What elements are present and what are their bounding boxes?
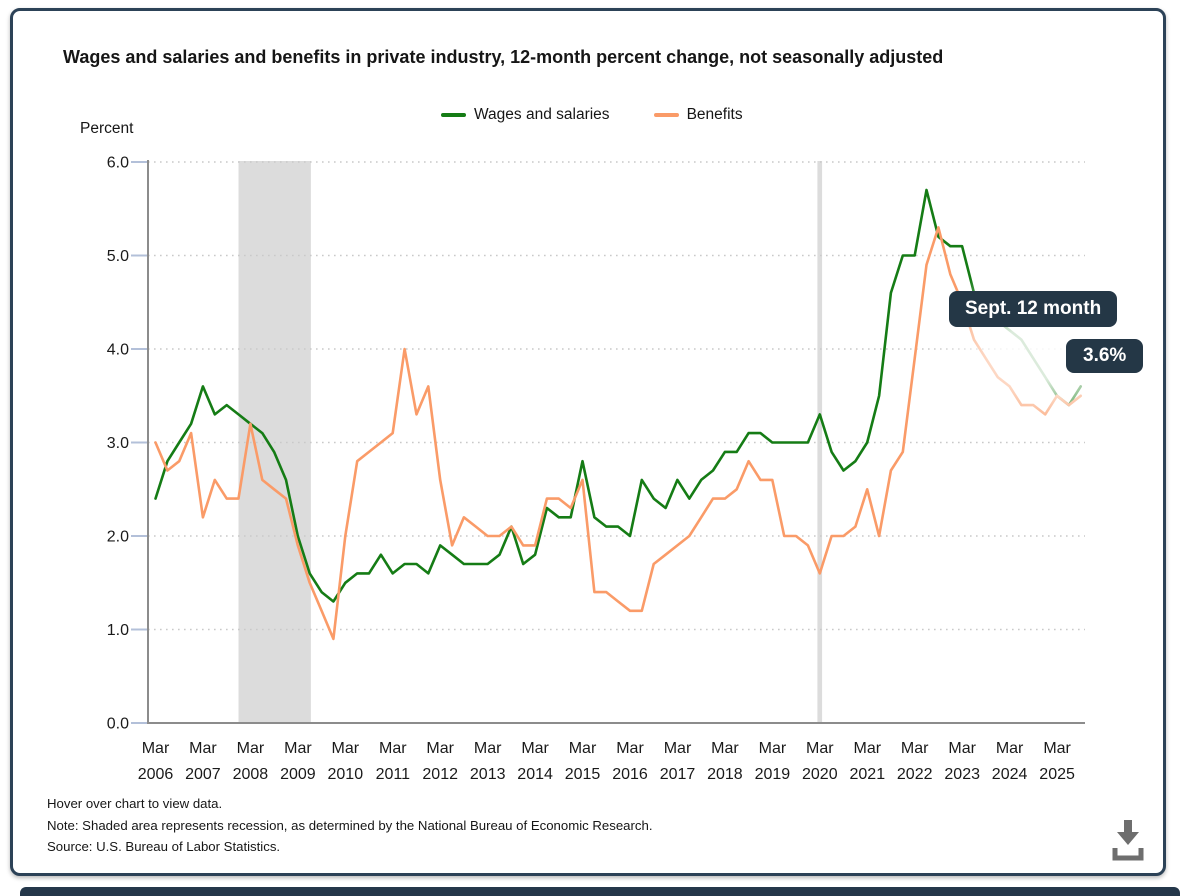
x-tick-month-label: Mar [711, 740, 739, 757]
x-tick-year-label: 2013 [470, 766, 506, 783]
x-tick-month-label: Mar [806, 740, 834, 757]
tooltip-value-label: 3.6% [1066, 339, 1144, 373]
legend-label-benefits: Benefits [686, 106, 743, 123]
x-tick-month-label: Mar [379, 740, 407, 757]
y-tick-label: 1.0 [107, 622, 129, 639]
x-tick-year-label: 2023 [944, 766, 980, 783]
x-tick-month-label: Mar [1043, 740, 1071, 757]
tooltip-period-label: Sept. 12 month [949, 291, 1118, 327]
x-tick-year-label: 2016 [612, 766, 648, 783]
x-tick-year-label: 2024 [992, 766, 1028, 783]
x-tick-month-label: Mar [284, 740, 312, 757]
x-tick-month-label: Mar [759, 740, 787, 757]
y-tick-label: 4.0 [107, 342, 129, 359]
x-tick-month-label: Mar [142, 740, 170, 757]
y-tick-label: 5.0 [107, 248, 129, 265]
footnote-hover: Hover over chart to view data. [47, 796, 223, 811]
x-tick-month-label: Mar [996, 740, 1024, 757]
chart-footnotes: Hover over chart to view data. Note: Sha… [47, 793, 653, 858]
x-axis-ticks: Mar 2006 Mar 2007 Mar 2008 Mar 2009 Mar 2010 Mar 20… [138, 740, 1075, 783]
x-tick-year-label: 2019 [755, 766, 791, 783]
x-tick-year-label: 2015 [565, 766, 601, 783]
benefits-line-swatch-icon [653, 113, 679, 117]
wages-line-swatch-icon [441, 113, 466, 117]
x-tick-year-label: 2022 [897, 766, 933, 783]
x-tick-year-label: 2018 [707, 766, 743, 783]
benefits-line[interactable] [154, 226, 1082, 641]
x-tick-month-label: Mar [474, 740, 502, 757]
recession-bands [238, 161, 823, 723]
legend-item-benefits[interactable]: Benefits [653, 106, 743, 124]
x-tick-month-label: Mar [426, 740, 454, 757]
download-icon [1112, 820, 1144, 861]
y-axis-unit-label: Percent [80, 120, 134, 137]
x-tick-month-label: Mar [854, 740, 882, 757]
legend-item-wages[interactable]: Wages and salaries [441, 106, 610, 124]
y-axis-ticks: 0.0 1.0 2.0 3.0 4.0 5.0 6.0 [107, 155, 147, 733]
x-tick-year-label: 2012 [422, 766, 458, 783]
footnote-source: Source: U.S. Bureau of Labor Statistics. [47, 839, 281, 854]
recession-band [817, 161, 823, 723]
y-tick-label: 2.0 [107, 529, 129, 546]
x-tick-month-label: Mar [664, 740, 692, 757]
x-tick-month-label: Mar [569, 740, 597, 757]
x-tick-year-label: 2021 [850, 766, 886, 783]
x-tick-year-label: 2010 [328, 766, 364, 783]
y-tick-label: 6.0 [107, 155, 129, 172]
x-tick-year-label: 2011 [376, 766, 411, 783]
wages-and-salaries-line[interactable] [154, 188, 1082, 603]
x-tick-year-label: 2025 [1039, 766, 1075, 783]
x-tick-month-label: Mar [948, 740, 976, 757]
y-tick-label: 0.0 [107, 716, 129, 733]
x-tick-year-label: 2008 [233, 766, 269, 783]
footer-bar [20, 887, 1180, 896]
x-tick-year-label: 2014 [517, 766, 553, 783]
x-tick-month-label: Mar [237, 740, 265, 757]
x-tick-month-label: Mar [901, 740, 929, 757]
x-tick-year-label: 2020 [802, 766, 838, 783]
x-tick-year-label: 2017 [660, 766, 696, 783]
y-tick-label: 3.0 [107, 435, 129, 452]
x-tick-month-label: Mar [189, 740, 217, 757]
x-tick-year-label: 2006 [138, 766, 174, 783]
download-button[interactable] [1108, 818, 1148, 862]
legend-label-wages: Wages and salaries [474, 106, 610, 123]
legend: Wages and salaries Benefits [441, 106, 743, 124]
x-tick-year-label: 2007 [185, 766, 221, 783]
x-tick-month-label: Mar [616, 740, 644, 757]
footnote-recession: Note: Shaded area represents recession, … [47, 817, 653, 833]
chart-title: Wages and salaries and benefits in priva… [63, 47, 944, 67]
x-tick-month-label: Mar [332, 740, 360, 757]
x-tick-year-label: 2009 [280, 766, 316, 783]
x-tick-month-label: Mar [521, 740, 549, 757]
